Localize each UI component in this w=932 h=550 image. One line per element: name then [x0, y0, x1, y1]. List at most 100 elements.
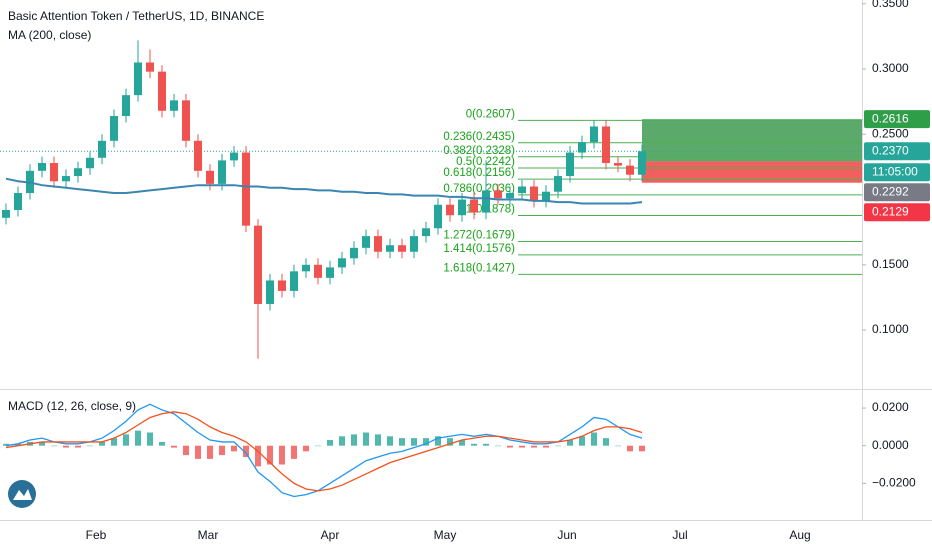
candle-body [158, 71, 166, 111]
macd-histogram-bar [267, 445, 273, 465]
candle-body [230, 152, 238, 161]
macd-histogram-bar [303, 445, 309, 452]
fib-label: 0.786(0.2036) [443, 183, 515, 195]
candle-body [194, 140, 202, 171]
macd-histogram-bar [507, 445, 513, 448]
x-tick-label: Aug [789, 528, 810, 542]
macd-histogram-bar [567, 440, 573, 446]
macd-histogram-bar [171, 445, 177, 448]
fib-label: 0.236(0.2435) [443, 131, 515, 143]
target-tag-box [864, 110, 930, 129]
candle-body [242, 152, 250, 226]
fib-label: 1.414(0.1576) [443, 243, 515, 255]
candle-body [458, 199, 466, 216]
macd-histogram-bar [399, 438, 405, 446]
candle-body [218, 160, 226, 184]
macd-histogram-bar [99, 441, 105, 446]
macd-histogram-bar [255, 445, 261, 467]
macd-histogram-bar [351, 434, 357, 446]
macd-histogram-bar [519, 445, 525, 448]
macd-histogram-bar [3, 443, 9, 446]
candle-body [494, 190, 502, 199]
fib-label: 1(0.1878) [466, 203, 515, 215]
countdown-tag: 11:05:00 [872, 164, 918, 178]
macd-histogram-bar [423, 438, 429, 446]
macd-histogram-bar [159, 441, 165, 446]
macd-histogram-bar [183, 445, 189, 456]
candle-body [278, 280, 286, 291]
candle-body [542, 191, 550, 201]
macd-histogram-bar [243, 445, 249, 457]
y-tick-label: 0.3000 [872, 61, 909, 75]
macd-tick-label: −0.0200 [872, 475, 916, 489]
macd-histogram-bar [15, 443, 21, 446]
candle-body [98, 140, 106, 158]
x-tick-label: Apr [321, 528, 340, 542]
candle-body [614, 163, 622, 166]
entry-tag-box [864, 183, 930, 202]
macd-histogram-bar [495, 445, 501, 447]
macd-histogram-bar [411, 438, 417, 446]
entry-tag: 0.2292 [872, 184, 909, 198]
macd-label: MACD (12, 26, close, 9) [8, 399, 136, 413]
candle-body [518, 186, 526, 194]
last-price-tag-box [864, 142, 930, 161]
macd-histogram-bar [75, 445, 81, 448]
macd-histogram-bar [39, 441, 45, 446]
ma-line [5, 177, 643, 205]
macd-histogram-bar [135, 430, 141, 446]
macd-line [5, 403, 643, 498]
macd-histogram-bar [543, 445, 549, 448]
candle-body [590, 126, 598, 143]
candle-body [338, 258, 346, 268]
candle-body [374, 236, 382, 252]
y-tick-label: 0.1000 [872, 322, 909, 336]
macd-histogram-bar [603, 438, 609, 446]
macd-histogram-bar [207, 445, 213, 459]
candle-body [554, 176, 562, 192]
candle-body [86, 157, 94, 169]
macd-histogram-bar [339, 436, 345, 446]
macd-histogram-bar [375, 434, 381, 446]
candle-body [38, 163, 46, 171]
macd-histogram-bar [471, 443, 477, 446]
macd-tick-label: 0.0200 [872, 400, 909, 414]
candle-body [566, 152, 574, 177]
candle-body [146, 62, 154, 72]
loss-zone [642, 161, 862, 183]
x-tick-label: Jul [672, 528, 687, 542]
y-tick-label: 0.1500 [872, 257, 909, 271]
macd-histogram-bar [195, 445, 201, 459]
candle-body [326, 267, 334, 278]
profit-zone [642, 119, 862, 162]
fib-label: 0(0.2607) [466, 108, 515, 120]
candle-body [50, 163, 58, 182]
candle-body [398, 245, 406, 252]
macd-histogram-bar [483, 443, 489, 446]
countdown-tag-box [864, 163, 930, 182]
candle-body [266, 280, 274, 304]
candle-body [314, 264, 322, 278]
y-tick-label: 0.3500 [872, 0, 909, 10]
y-tick-label: 0.2500 [872, 126, 909, 140]
macd-histogram-bar [87, 445, 93, 447]
candle-body [626, 165, 634, 175]
candle-body [638, 151, 646, 175]
plot-layer: 0(0.2607)0.236(0.2435)0.382(0.2328)0.5(0… [0, 40, 862, 498]
macd-histogram-bar [447, 438, 453, 446]
macd-histogram-bar [627, 445, 633, 452]
macd-histogram-bar [111, 438, 117, 446]
x-tick-label: May [434, 528, 457, 542]
candle-body [350, 247, 358, 259]
candle-body [578, 142, 586, 153]
candle-body [62, 176, 70, 182]
candle-body [422, 228, 430, 237]
candle-body [362, 236, 370, 248]
x-tick-label: Mar [198, 528, 219, 542]
macd-histogram-bar [555, 445, 561, 447]
macd-histogram-bar [459, 440, 465, 446]
candle-body [386, 245, 394, 252]
candle-body [446, 204, 454, 216]
